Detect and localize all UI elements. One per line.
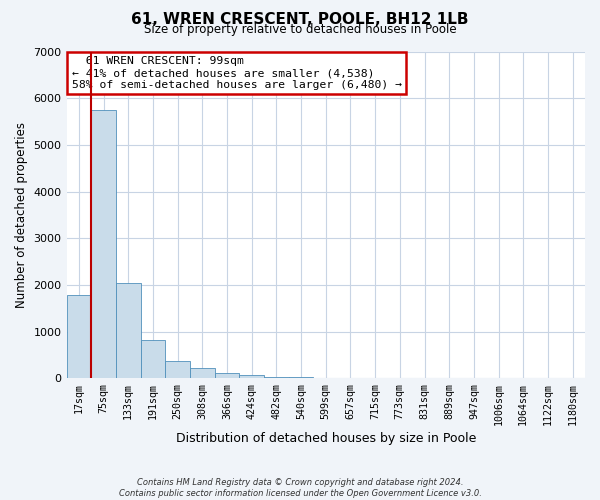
Bar (116, 282, 140, 378)
Bar (67, 295, 91, 378)
Bar (165, 361, 190, 378)
Text: 61 WREN CRESCENT: 99sqm
← 41% of detached houses are smaller (4,538)
58% of semi: 61 WREN CRESCENT: 99sqm ← 41% of detache… (72, 56, 402, 90)
Bar (91, 110, 116, 378)
Text: 61, WREN CRESCENT, POOLE, BH12 1LB: 61, WREN CRESCENT, POOLE, BH12 1LB (131, 12, 469, 28)
Bar (190, 368, 215, 378)
Bar (140, 340, 165, 378)
Bar (239, 376, 264, 378)
Bar (264, 376, 289, 378)
Y-axis label: Number of detached properties: Number of detached properties (15, 122, 28, 308)
Text: Contains HM Land Registry data © Crown copyright and database right 2024.
Contai: Contains HM Land Registry data © Crown c… (119, 478, 481, 498)
X-axis label: Distribution of detached houses by size in Poole: Distribution of detached houses by size … (176, 432, 476, 445)
Bar (215, 373, 239, 378)
Text: Size of property relative to detached houses in Poole: Size of property relative to detached ho… (143, 22, 457, 36)
